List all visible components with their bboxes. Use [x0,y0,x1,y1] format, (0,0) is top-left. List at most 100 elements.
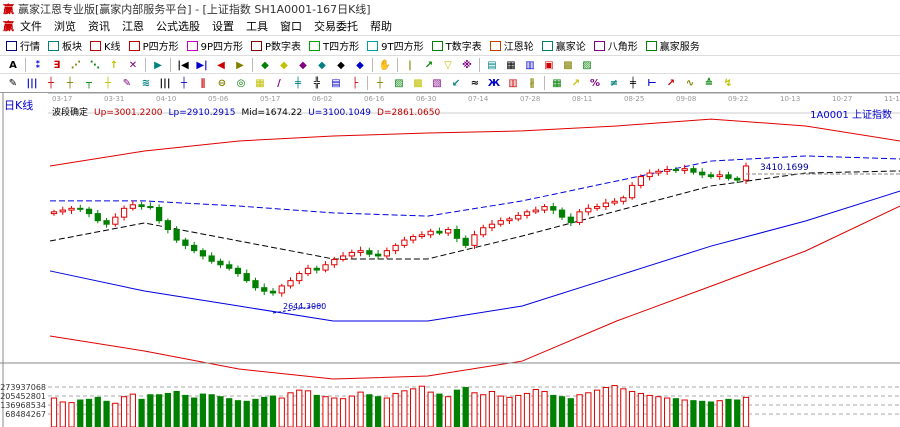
tool-icon-button[interactable]: Ж [487,77,501,89]
tool-icon-button[interactable]: ◆ [280,59,288,71]
tool-icon-button[interactable]: ┼ [47,77,55,89]
tool-icon-button[interactable]: ▽ [444,59,452,71]
tool-icon-button[interactable]: ↯ [723,77,733,89]
tool-icon-button[interactable]: ╪ [629,77,637,89]
tool-icon-button[interactable]: ▨ [582,59,592,71]
menu-item[interactable]: 帮助 [370,20,392,33]
indicator-value: U=3100.1049 [308,108,372,118]
toolbar-button[interactable]: 9P四方形 [186,38,243,53]
toolbar-button[interactable]: 9T四方形 [367,38,424,53]
tool-icon-button[interactable]: ⁑ [35,59,41,71]
tool-icon-button[interactable]: ┼ [66,77,74,89]
tool-icon-button[interactable]: ||| [26,77,38,89]
tool-icon-button[interactable]: ▦ [552,77,562,89]
tool-icon-button[interactable]: |◀ [177,59,189,71]
kline-chart[interactable]: 03-17 03-31 04-10 05-06 05-17 06-02 06-16 06-30… [0,92,900,427]
menu-item[interactable]: 设置 [212,20,234,33]
toolbar-button[interactable]: 赢家论 [541,38,586,53]
tool-icon-button[interactable]: ✎ [122,77,132,89]
candle-body [129,204,136,209]
period-label[interactable]: 日K线 [4,99,34,112]
tool-icon-button[interactable]: ╪ [294,77,302,89]
tool-icon-button[interactable]: ||| [159,77,171,89]
tool-icon-button[interactable]: ✕ [128,59,138,71]
tool-icon-button[interactable]: ▩ [563,59,573,71]
tool-icon-button[interactable]: ┼ [376,77,384,89]
tool-icon-button[interactable]: ∃ [53,59,61,71]
chart-canvas[interactable]: 03-17 03-31 04-10 05-06 05-17 06-02 06-16 06-30… [0,93,900,427]
tool-icon-button[interactable]: ↗ [424,59,434,71]
tool-icon-button[interactable]: % [589,77,601,89]
tool-icon-button[interactable]: ▥ [525,59,535,71]
tool-icon-button[interactable]: ◆ [261,59,269,71]
tool-icon-button[interactable]: ┼ [104,77,112,89]
menu-item[interactable]: 浏览 [54,20,76,33]
tool-icon-button[interactable]: ✋ [378,59,392,71]
menu-item[interactable]: 工具 [246,20,268,33]
tool-icon-button[interactable]: ↗ [571,77,581,89]
candle-body [628,184,636,199]
tool-icon-button[interactable]: ▨ [394,77,404,89]
tool-icon-button[interactable]: ┼ [180,77,188,89]
menu-item[interactable]: 公式选股 [156,20,200,33]
tool-icon-button[interactable]: ◆ [318,59,326,71]
menu-item[interactable]: 资讯 [88,20,110,33]
tool-icon-button[interactable]: ※ [462,59,472,71]
tool-icon-button[interactable]: ├ [351,77,359,89]
app-logo-icon[interactable]: 赢 [3,20,14,33]
tool-icon-button[interactable]: ┬ [85,77,93,89]
tool-icon-button[interactable]: ≋ [141,77,151,89]
tool-icon-button[interactable]: ≙ [704,77,714,89]
toolbar-button[interactable]: 八角形 [593,38,638,53]
tool-icon-button[interactable]: ✎ [8,77,18,89]
toolbar-button[interactable]: 行情 [6,38,40,53]
tool-icon-button[interactable]: ◀ [217,59,225,71]
tool-icon-button[interactable]: / [277,77,281,89]
date-tick-label: 07-14 [468,95,489,103]
tool-icon-button[interactable]: ∿ [685,77,695,89]
tool-icon-button[interactable]: ▤ [331,77,341,89]
tool-icon-button[interactable]: ▧ [432,77,442,89]
toolbar-button[interactable]: T数字表 [431,38,482,53]
tool-icon-button[interactable]: ╬ [313,77,321,89]
menu-item[interactable]: 交易委托 [314,20,358,33]
tool-icon-button[interactable]: ⊖ [217,77,227,89]
tool-icon-button[interactable]: ◆ [356,59,364,71]
toolbar-button[interactable]: 江恩轮 [489,38,534,53]
menu-item[interactable]: 江恩 [122,20,144,33]
tool-icon-button[interactable]: ◎ [236,77,246,89]
toolbar-button[interactable]: T四方形 [309,38,359,53]
tool-icon-button[interactable]: ▶ [236,59,244,71]
tool-icon-button[interactable]: ◆ [299,59,307,71]
menu-item[interactable]: 窗口 [280,20,302,33]
tool-icon-button[interactable]: ▶| [196,59,208,71]
tool-icon-button[interactable]: ↑ [109,59,119,71]
tool-icon-button[interactable]: ∦ [529,77,535,89]
tool-icon-button[interactable]: ↗ [666,77,676,89]
tool-icon-button[interactable]: ⋱ [90,59,100,71]
tool-icon-button[interactable]: | [408,59,412,71]
tool-icon-button[interactable]: ◆ [337,59,345,71]
tool-icon-button[interactable]: ≈ [470,77,480,89]
tool-icon-button[interactable]: ▩ [413,77,423,89]
tool-icon-button[interactable]: A [9,59,17,71]
tool-icon-button[interactable]: ⊢ [647,77,657,89]
toolbar-button[interactable]: P数字表 [251,38,301,53]
tool-icon-button[interactable]: ▤ [487,59,497,71]
menu-item[interactable]: 文件 [20,20,42,33]
tool-icon-button[interactable]: ▶ [154,59,162,71]
toolbar-button[interactable]: 赢家服务 [645,38,700,53]
tool-icon-button[interactable]: ≠ [609,77,619,89]
tool-icon-button[interactable]: ↙ [451,77,461,89]
toolbar-button[interactable]: P四方形 [128,38,179,53]
candle-body [348,251,355,257]
tool-icon-button[interactable]: ▦ [506,59,516,71]
tool-icon-button[interactable]: ⋰ [71,59,81,71]
tool-icon-button[interactable]: ∥ [200,77,206,89]
toolbar-button[interactable]: K线 [90,38,121,53]
high-price-label: 3410.1699 [760,163,809,173]
toolbar-button[interactable]: 板块 [48,38,82,53]
tool-icon-button[interactable]: ▦ [255,77,265,89]
tool-icon-button[interactable]: ▣ [544,59,554,71]
tool-icon-button[interactable]: ▥ [508,77,518,89]
